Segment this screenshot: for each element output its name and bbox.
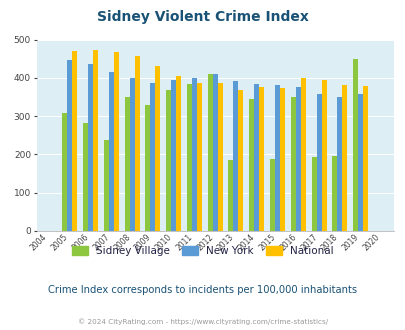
Legend: Sidney Village, New York, National: Sidney Village, New York, National (68, 242, 337, 260)
Bar (192, 78, 196, 231)
Bar (233, 81, 238, 231)
Text: © 2024 CityRating.com - https://www.cityrating.com/crime-statistics/: © 2024 CityRating.com - https://www.city… (78, 318, 327, 325)
Bar (67, 60, 72, 231)
Bar (274, 85, 279, 231)
Bar (166, 90, 171, 231)
Bar (300, 78, 305, 231)
Bar (279, 88, 284, 231)
Bar (207, 74, 212, 231)
Bar (290, 97, 295, 231)
Bar (93, 50, 98, 231)
Bar (316, 94, 321, 231)
Bar (217, 83, 222, 231)
Bar (269, 159, 274, 231)
Bar (109, 72, 113, 231)
Bar (212, 74, 217, 231)
Bar (186, 84, 192, 231)
Bar (341, 85, 346, 231)
Bar (196, 83, 201, 231)
Bar (321, 80, 326, 231)
Bar (311, 157, 316, 231)
Bar (238, 90, 243, 231)
Bar (134, 56, 139, 231)
Bar (129, 78, 134, 231)
Bar (228, 160, 233, 231)
Bar (254, 84, 258, 231)
Bar (352, 59, 357, 231)
Bar (337, 97, 341, 231)
Bar (113, 52, 119, 231)
Bar (357, 94, 362, 231)
Bar (171, 80, 176, 231)
Bar (124, 97, 129, 231)
Bar (332, 155, 337, 231)
Bar (62, 114, 67, 231)
Text: Crime Index corresponds to incidents per 100,000 inhabitants: Crime Index corresponds to incidents per… (48, 285, 357, 295)
Bar (150, 83, 155, 231)
Bar (72, 51, 77, 231)
Bar (258, 87, 264, 231)
Bar (88, 64, 93, 231)
Bar (155, 66, 160, 231)
Bar (145, 106, 150, 231)
Bar (362, 85, 367, 231)
Bar (83, 123, 88, 231)
Text: Sidney Violent Crime Index: Sidney Violent Crime Index (97, 10, 308, 24)
Bar (249, 99, 254, 231)
Bar (104, 140, 109, 231)
Bar (295, 87, 300, 231)
Bar (176, 76, 181, 231)
